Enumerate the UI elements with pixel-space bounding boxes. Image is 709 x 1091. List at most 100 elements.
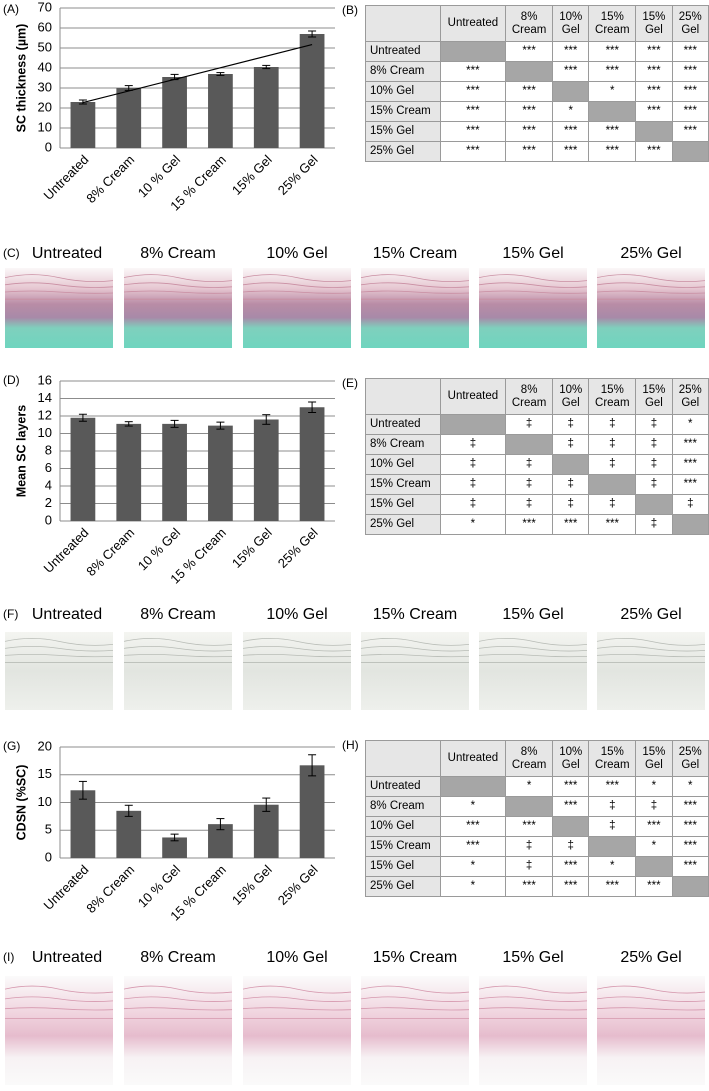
row-label: 15% Gel <box>365 121 441 142</box>
significance-cell: ‡ <box>505 414 554 435</box>
diagonal-cell <box>671 876 709 897</box>
tissue-texture <box>596 654 706 658</box>
significance-cell: ‡ <box>552 494 590 515</box>
significance-cell: * <box>505 776 554 797</box>
bar <box>162 423 187 521</box>
significance-cell: *** <box>505 121 554 142</box>
header-cell: 15% Cream <box>588 5 637 42</box>
row-label: 8% Cream <box>365 434 441 455</box>
panel-label: (G) <box>3 739 20 753</box>
bar <box>299 407 325 521</box>
x-tick-label: 8% Cream <box>83 152 137 206</box>
significance-cell: *** <box>635 41 673 62</box>
significance-cell: ‡ <box>588 434 637 455</box>
significance-cell: ‡ <box>635 414 673 435</box>
tissue-texture <box>478 1007 588 1011</box>
tissue-texture <box>123 290 233 294</box>
table-row: 10% Gel *** *** ‡ *** *** <box>365 816 709 837</box>
significance-cell: ‡ <box>635 454 673 475</box>
x-tick-label: 25% Gel <box>275 862 321 908</box>
table-row: Untreated * *** *** * * <box>365 776 709 797</box>
micrograph <box>597 976 705 1085</box>
row-label: 25% Gel <box>365 141 441 162</box>
tissue-texture <box>478 645 588 652</box>
significance-cell: *** <box>588 876 637 897</box>
significance-cell: ‡ <box>588 414 637 435</box>
significance-cell: * <box>439 876 507 897</box>
significance-cell: *** <box>505 141 554 162</box>
tissue-texture <box>360 637 470 646</box>
significance-cell: *** <box>552 121 590 142</box>
image-caption: Untreated <box>32 949 102 966</box>
tissue-texture <box>478 654 588 658</box>
y-tick-label: 0 <box>45 512 52 527</box>
significance-cell: *** <box>671 856 709 877</box>
significance-cell: *** <box>552 514 590 535</box>
significance-cell: ‡ <box>588 816 637 837</box>
tissue-texture <box>596 645 706 652</box>
table-row: 8% Cream * *** ‡ ‡ *** <box>365 796 709 817</box>
diagonal-cell <box>505 434 554 455</box>
micrograph <box>479 268 587 348</box>
y-tick-label: 2 <box>45 495 52 510</box>
tissue-texture <box>4 637 114 646</box>
row-label: 15% Gel <box>365 494 441 515</box>
y-tick-label: 30 <box>38 79 52 94</box>
micrograph <box>243 632 351 710</box>
error-bar <box>78 413 87 422</box>
significance-cell: *** <box>439 101 507 122</box>
significance-cell: *** <box>635 61 673 82</box>
y-tick-label: 16 <box>38 372 52 387</box>
significance-table: Untreated 8% Cream 10% Gel 15% Cream 15% Gel… <box>365 5 709 162</box>
tissue-texture <box>360 282 470 288</box>
tissue-texture <box>123 996 233 1002</box>
header-row: Untreated 8% Cream 10% Gel 15% Cream 15% Gel… <box>365 5 709 42</box>
tissue-texture <box>4 996 114 1002</box>
significance-cell: *** <box>552 876 590 897</box>
significance-cell: ‡ <box>635 514 673 535</box>
error-bar <box>262 64 271 70</box>
y-tick-label: 20 <box>38 99 52 114</box>
x-tick-label: 8% Cream <box>83 525 137 579</box>
table-row: 8% Cream ‡ ‡ ‡ ‡ *** <box>365 434 709 455</box>
significance-cell: ‡ <box>552 414 590 435</box>
tissue-texture <box>123 1007 233 1011</box>
tissue-texture <box>478 282 588 288</box>
tissue-texture <box>596 282 706 288</box>
bar <box>70 417 96 521</box>
x-tick-label: 15% Gel <box>229 152 275 198</box>
significance-cell: *** <box>671 121 709 142</box>
y-axis-title: SC thickness (µm) <box>14 24 28 133</box>
significance-cell: ‡ <box>635 434 673 455</box>
significance-cell: ‡ <box>635 474 673 495</box>
header-cell: 10% Gel <box>552 378 590 415</box>
bar <box>70 790 96 858</box>
tissue-texture <box>478 985 588 994</box>
diagonal-cell <box>505 61 554 82</box>
row-label: Untreated <box>365 776 441 797</box>
tissue-texture <box>123 637 233 646</box>
error-bar <box>308 754 317 777</box>
row-label: 15% Cream <box>365 836 441 857</box>
tissue-texture <box>4 274 114 282</box>
error-bar <box>216 421 225 430</box>
micrograph <box>361 632 469 710</box>
significance-cell: ‡ <box>439 434 507 455</box>
significance-cell: *** <box>671 796 709 817</box>
row-label: 10% Gel <box>365 81 441 102</box>
error-bar <box>262 414 271 425</box>
header-row: Untreated 8% Cream 10% Gel 15% Cream 15% Gel… <box>365 740 709 777</box>
header-cell: Untreated <box>439 740 507 777</box>
image-caption: 15% Cream <box>373 949 457 966</box>
significance-cell: *** <box>439 836 507 857</box>
table-row: Untreated *** *** *** *** *** <box>365 41 709 62</box>
tissue-texture <box>123 654 233 658</box>
micrograph <box>5 976 113 1085</box>
significance-cell: ‡ <box>505 454 554 475</box>
significance-cell: *** <box>505 81 554 102</box>
significance-cell: ‡ <box>439 474 507 495</box>
tissue-texture <box>596 1007 706 1011</box>
micrograph <box>5 268 113 348</box>
significance-cell: * <box>588 81 637 102</box>
